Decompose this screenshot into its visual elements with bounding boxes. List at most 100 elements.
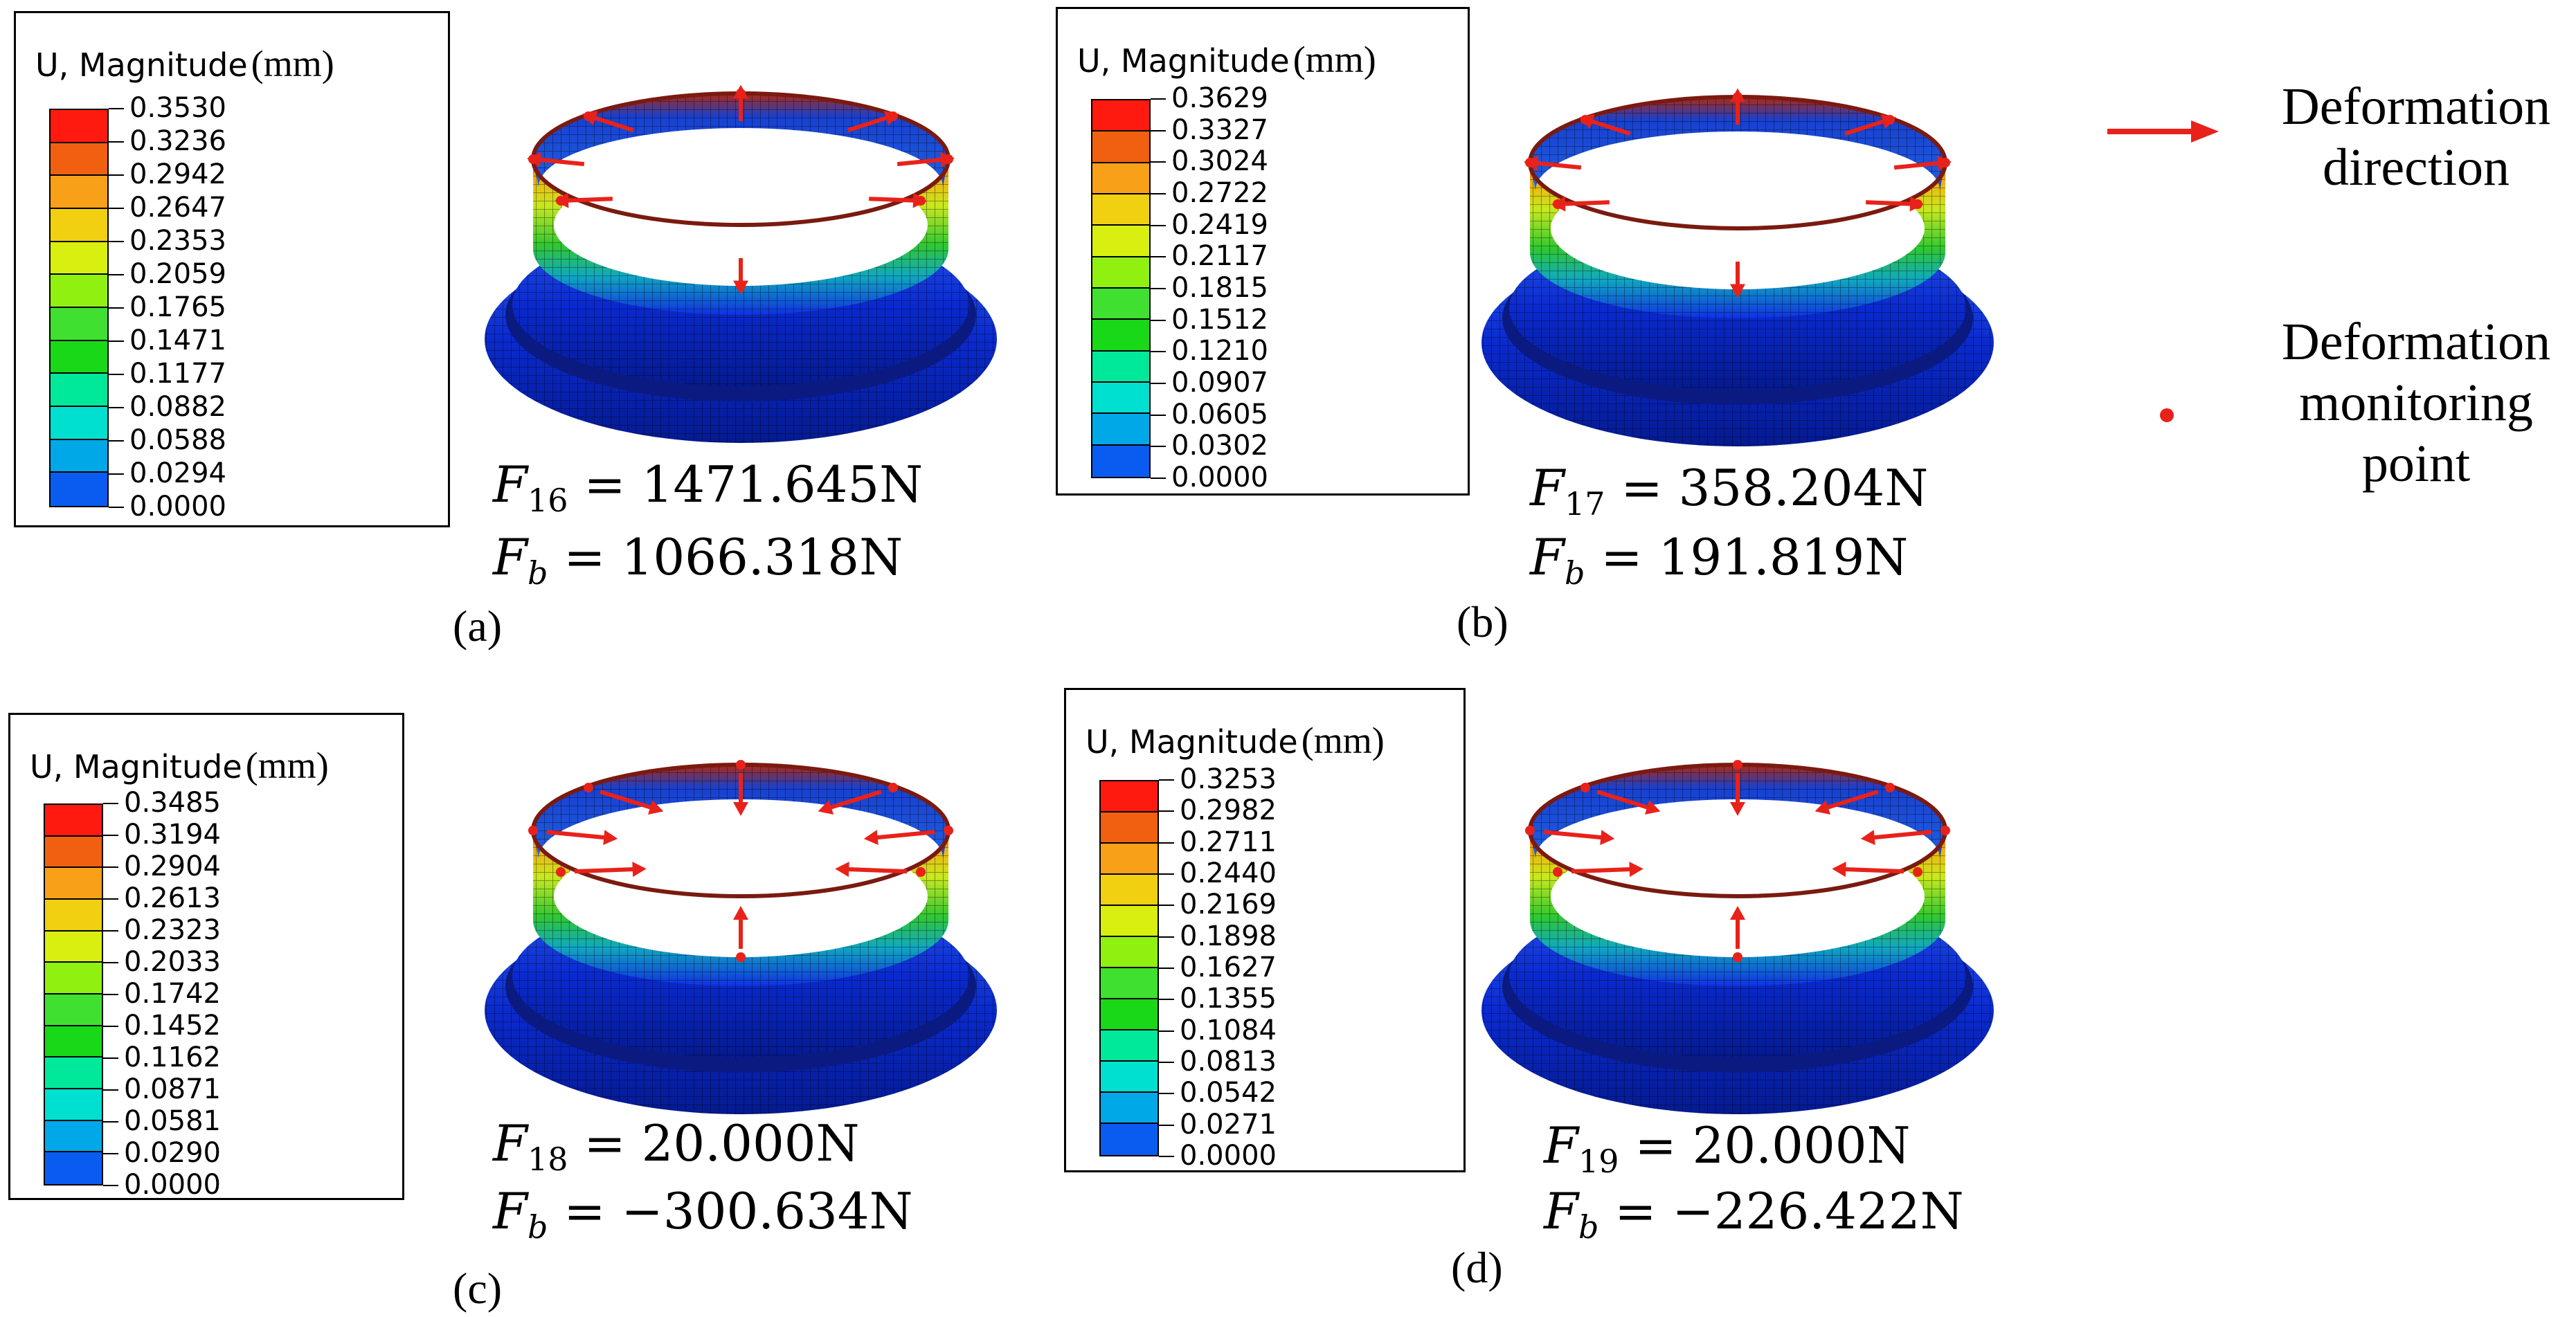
color-swatch — [1092, 382, 1149, 415]
point-symbol — [2160, 408, 2174, 422]
legend-tick-label: 0.1452 — [124, 1010, 221, 1042]
panel-label-a: (a) — [453, 601, 503, 651]
deformation-arrow-head — [940, 152, 955, 167]
legend-c: U, Magnitude (mm) 0.3485 0.3194 0.2904 0.26… — [8, 713, 404, 1200]
color-swatch — [51, 275, 107, 308]
deformation-arrow — [1543, 830, 1605, 840]
deformation-arrow-head — [1578, 114, 1595, 129]
deformation-arrow — [873, 830, 935, 840]
color-swatch — [1101, 1093, 1158, 1124]
deformation-arrow — [827, 790, 882, 811]
deformation-arrow-head — [733, 84, 748, 99]
legend-tick — [109, 174, 124, 176]
panel-a: U, Magnitude (mm) 0.3530 0.3236 0.2942 0.26… — [0, 0, 1038, 657]
color-swatch — [45, 1120, 102, 1153]
deformation-arrow-head — [733, 906, 748, 920]
legend-tick — [109, 307, 124, 309]
color-swatch — [1101, 875, 1158, 906]
color-swatch — [45, 994, 102, 1026]
legend-tick — [109, 208, 124, 209]
deformation-arrow — [546, 830, 609, 840]
color-swatch — [45, 963, 102, 994]
color-swatch — [51, 406, 107, 440]
color-swatch — [51, 473, 107, 506]
legend-tick-label: 0.0000 — [1180, 1140, 1277, 1172]
point-key-label: Deformation monitoring point — [2281, 313, 2551, 493]
legend-tick — [1159, 779, 1174, 781]
color-swatch — [1101, 999, 1158, 1030]
color-swatch — [51, 143, 107, 176]
legend-tick-label: 0.0000 — [124, 1169, 221, 1201]
monitoring-point — [1733, 952, 1742, 962]
legend-tick — [109, 108, 124, 109]
legend-tick-label: 0.1742 — [124, 978, 221, 1010]
deformation-arrow — [845, 866, 908, 874]
legend-b: U, Magnitude (mm) 0.3629 0.3327 0.3024 0.27… — [1056, 7, 1470, 496]
legend-tick — [1159, 999, 1174, 1001]
deformation-arrow — [591, 114, 634, 133]
monitoring-point — [584, 783, 593, 792]
legend-tick — [103, 1153, 118, 1154]
deformation-arrow — [1587, 118, 1631, 136]
color-swatch — [45, 931, 102, 963]
color-swatch — [1092, 257, 1149, 289]
deformation-arrow-head — [1880, 114, 1897, 129]
panel-label-b: (b) — [1457, 597, 1508, 646]
legend-tick-label: 0.3024 — [1171, 145, 1268, 178]
color-swatch — [1101, 906, 1158, 937]
deformation-arrow-head — [1860, 830, 1875, 846]
deformation-arrow-head — [1832, 862, 1846, 878]
color-swatch — [45, 836, 102, 869]
deformation-arrow-head — [733, 280, 748, 295]
color-swatch — [1101, 812, 1158, 844]
monitoring-point — [1525, 826, 1535, 835]
monitoring-point — [888, 783, 898, 792]
legend-tick — [1159, 1030, 1174, 1032]
legend-tick-label: 0.2117 — [1171, 240, 1268, 273]
monitoring-point — [1940, 826, 1950, 835]
deformation-arrow-head — [1730, 88, 1745, 102]
legend-tick-label: 0.2323 — [124, 914, 221, 946]
deformation-arrow — [1823, 790, 1879, 811]
legend-tick — [1159, 1124, 1174, 1126]
legend-title-a: U, Magnitude (mm) — [35, 43, 334, 84]
legend-tick — [103, 1089, 118, 1091]
legend-tick-label: 0.3629 — [1171, 82, 1268, 114]
legend-a: U, Magnitude (mm) 0.3530 0.3236 0.2942 0.26… — [14, 11, 450, 527]
legend-tick — [103, 962, 118, 963]
deformation-arrow-head — [648, 799, 664, 815]
legend-tick — [1151, 446, 1166, 448]
color-swatch — [1092, 351, 1149, 383]
deformation-arrow-head — [883, 111, 900, 126]
legend-tick-label: 0.1162 — [124, 1042, 221, 1073]
color-bar-a — [49, 109, 109, 507]
monitoring-point — [944, 826, 953, 835]
legend-tick — [109, 440, 124, 442]
ring-model-c — [485, 760, 997, 1114]
panel-d: U, Magnitude (mm) 0.3253 0.2982 0.2711 0.24… — [1045, 678, 2084, 1317]
legend-title-c: U, Magnitude (mm) — [30, 745, 329, 786]
legend-title-d: U, Magnitude (mm) — [1086, 720, 1385, 761]
legend-tick-label: 0.0000 — [129, 491, 226, 523]
legend-tick — [1151, 478, 1166, 479]
force-formula-b: F17 = 358.204N — [1530, 459, 1929, 523]
color-swatch — [45, 1152, 102, 1184]
deformation-arrow — [1533, 161, 1582, 170]
force-formula-a: F16 = 1471.645N — [493, 455, 924, 519]
legend-tick — [1159, 968, 1174, 969]
deformation-arrows — [528, 760, 953, 962]
color-swatch — [45, 1057, 102, 1089]
legend-tick — [109, 507, 124, 508]
force-formula-d: F19 = 20.000N — [1544, 1116, 1911, 1180]
color-swatch — [1101, 1030, 1158, 1062]
legend-tick-label: 0.1210 — [1171, 335, 1268, 367]
legend-tick-label: 0.3530 — [129, 92, 226, 124]
deformation-arrow-head — [733, 802, 748, 816]
legend-tick — [109, 374, 124, 375]
legend-tick-label: 0.0302 — [1171, 430, 1268, 462]
arrow-key-label: Deformation direction — [2281, 78, 2551, 197]
legend-tick — [1151, 319, 1166, 321]
legend-tick-label: 0.2613 — [124, 882, 221, 914]
deformation-arrow — [574, 866, 637, 874]
panel-c: U, Magnitude (mm) 0.3485 0.3194 0.2904 0.26… — [0, 706, 1038, 1317]
